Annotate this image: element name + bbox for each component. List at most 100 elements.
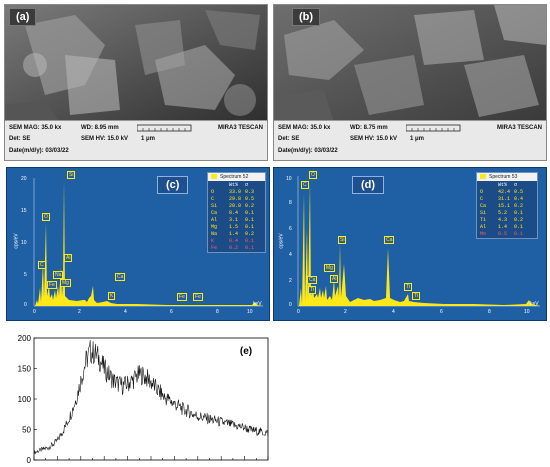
d-peak-ca1: Ca (307, 276, 318, 284)
d-peak-ti2: Ti (404, 283, 412, 291)
d-peak-ti3: Ti (412, 292, 420, 300)
d-ytick-2: 2 (289, 278, 292, 284)
scale-label-b: 1 μm (410, 136, 425, 142)
legend-row: Ca 15.1 0.2 (480, 203, 524, 209)
d-xlabel: keV (530, 301, 539, 307)
c-peak-k: K (108, 292, 116, 300)
date-b: Date(m/d/y): 03/03/22 (278, 148, 338, 154)
legend-title-d: Spectrum 53 (489, 174, 518, 180)
panel-label-b: (b) (292, 8, 321, 26)
legend-row: Mg 1.5 0.1 (211, 224, 255, 230)
d-ytick-0: 0 (289, 302, 292, 308)
d-xtick-0: 0 (297, 309, 300, 315)
c-xtick-0: 0 (33, 309, 36, 315)
c-ytick-20: 20 (21, 176, 27, 182)
sem-info-bar-b: SEM MAG: 35.0 kx WD: 8.75 mm Det: SE SEM… (274, 120, 546, 160)
legend-col-sigma-c: σ (245, 182, 249, 188)
d-peak-mg: Mg (324, 264, 335, 272)
legend-row: C 29.8 0.5 (211, 196, 255, 202)
edx-spectrum-d (297, 176, 540, 307)
wd-a: WD: 8.95 mm (81, 125, 119, 131)
d-ytick-6: 6 (289, 226, 292, 232)
y-axis: 0 50 100 150 200 (18, 334, 37, 465)
y-tick-label: 0 (27, 456, 32, 465)
c-xtick-6: 6 (170, 309, 173, 315)
scale-label-a: 1 μm (141, 136, 156, 142)
c-ylabel: cps/eV (13, 233, 20, 249)
y-tick-label: 150 (18, 365, 32, 374)
c-peak-c: C (38, 261, 46, 269)
panel-label-a: (a) (9, 8, 37, 26)
d-xtick-4: 4 (392, 309, 395, 315)
c-xtick-8: 8 (216, 309, 219, 315)
d-peak-al: Al (330, 275, 339, 283)
wd-b: WD: 8.75 mm (350, 125, 388, 131)
series-line (33, 340, 269, 455)
c-peak-fe3: Fe (193, 293, 203, 301)
legend-row: Na 1.4 0.2 (211, 231, 255, 237)
c-peak-o: O (42, 213, 50, 221)
date-a: Date(m/d/y): 03/03/22 (9, 148, 69, 154)
sem-info-bar-a: SEM MAG: 35.0 kx WD: 8.95 mm Det: SE SEM… (5, 120, 267, 160)
x-axis (33, 456, 269, 460)
c-ytick-5: 5 (24, 272, 27, 278)
d-ytick-10: 10 (286, 176, 292, 182)
brand-b: MIRA3 TESCAN (496, 125, 542, 131)
legend-row: Fe 0.2 0.1 (211, 245, 255, 251)
edx-spectrum-c (33, 178, 263, 307)
d-xtick-10: 10 (524, 309, 530, 315)
c-ytick-0: 0 (24, 302, 27, 308)
legend-row: Al 1.4 0.1 (480, 224, 524, 230)
det-a: Det: SE (9, 136, 31, 142)
sem-panel-a: (a) SEM MAG: 35.0 kx WD: 8.95 mm Det: SE… (4, 4, 268, 161)
d-xtick-8: 8 (488, 309, 491, 315)
legend-col-wt-c: Wt% (229, 182, 239, 188)
c-ytick-15: 15 (21, 208, 27, 214)
legend-title-c: Spectrum 52 (220, 174, 249, 180)
d-peak-ca2: Ca (384, 236, 395, 244)
panel-label-d: (d) (352, 176, 385, 194)
plot-frame (33, 337, 269, 461)
d-xtick-6: 6 (440, 309, 443, 315)
d-ylabel: cps/eV (278, 233, 285, 249)
c-ytick-10: 10 (21, 240, 27, 246)
c-xtick-4: 4 (124, 309, 127, 315)
sem-mag-b: SEM MAG: 35.0 kx (278, 125, 331, 131)
legend-col-sigma-d: σ (514, 182, 518, 188)
legend-row: K 0.4 0.1 (211, 238, 255, 244)
c-peak-al: Al (64, 254, 73, 262)
legend-row: Si 5.2 0.1 (480, 210, 524, 216)
line-chart-e: 0 50 100 150 200 (e) (18, 334, 269, 465)
sem-hv-b: SEM HV: 15.0 kV (350, 136, 398, 142)
legend-row: O 33.0 0.3 (211, 189, 255, 195)
c-xlabel: keV (253, 301, 262, 307)
d-peak-ti1: Ti (308, 286, 316, 294)
legend-row: Ca 8.4 0.1 (211, 210, 255, 216)
legend-row: Al 3.1 0.1 (211, 217, 255, 223)
legend-row: C 31.1 0.4 (480, 196, 524, 202)
c-peak-si: Si (67, 171, 76, 179)
legend-col-wt-d: Wt% (498, 182, 508, 188)
d-ytick-8: 8 (289, 200, 292, 206)
d-peak-si: Si (338, 236, 347, 244)
y-tick-label: 100 (18, 395, 32, 404)
c-xtick-10: 10 (247, 309, 253, 315)
legend-swatch-c (211, 174, 217, 180)
c-peak-fe1: Fe (47, 281, 57, 289)
legend-d: Spectrum 53 Wt% σ O 42.4 0.5 C 31.1 0.4 Ca 15.… (476, 172, 538, 239)
sem-panel-b: (b) SEM MAG: 35.0 kx WD: 8.75 mm Det: SE… (273, 4, 547, 161)
sem-image-a (5, 5, 267, 123)
d-peak-c: C (301, 181, 309, 189)
brand-a: MIRA3 TESCAN (217, 125, 263, 131)
edx-panel-c: 20 15 10 5 0 cps/eV 0 2 4 6 8 10 keV Si … (6, 167, 270, 321)
sem-hv-a: SEM HV: 15.0 kV (81, 136, 129, 142)
d-xtick-2: 2 (344, 309, 347, 315)
sem-mag-a: SEM MAG: 35.0 kx (9, 125, 62, 131)
legend-swatch-d (480, 174, 486, 180)
legend-row: Ti 4.3 0.2 (480, 217, 524, 223)
scale-bar-a (137, 124, 192, 132)
c-peak-na: Na (53, 271, 64, 279)
det-b: Det: SE (278, 136, 300, 142)
edx-panel-d: 10 8 6 4 2 0 cps/eV 0 2 4 6 8 10 keV C O… (273, 167, 547, 321)
legend-row: O 42.4 0.5 (480, 189, 524, 195)
